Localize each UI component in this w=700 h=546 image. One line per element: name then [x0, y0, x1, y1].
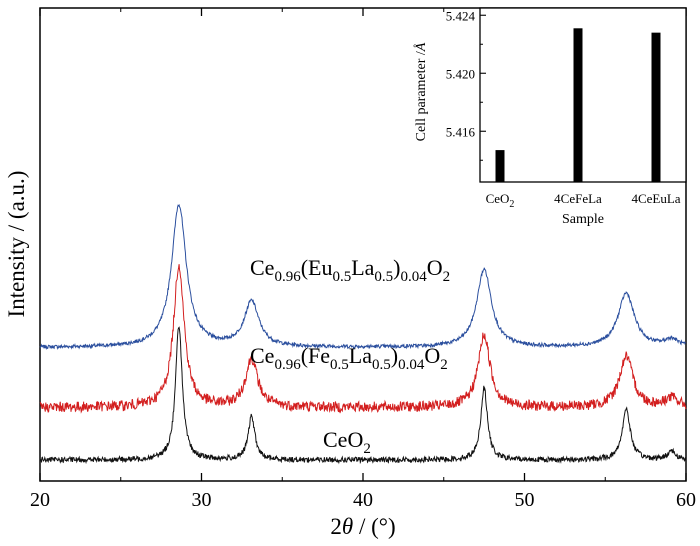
- inset-bar: [495, 150, 505, 182]
- inset-y-axis-ticks: 5.416 5.420 5.424: [446, 8, 486, 161]
- inset-bar: [573, 28, 583, 182]
- xrd-series-label-1: Ce0.96(Fe0.5La0.5)0.04O2: [250, 343, 448, 373]
- xrd-series-line-0: [39, 203, 686, 351]
- inset-x-axis-label: Sample: [562, 212, 604, 227]
- inset-category-label: 4CeEuLa: [631, 191, 680, 206]
- xrd-series-line-2: [39, 326, 687, 465]
- xrd-curves: [39, 203, 687, 465]
- inset-y-tick-label: 5.416: [446, 124, 476, 139]
- main-x-axis-ticks: 20 30 40 50 60: [30, 8, 696, 511]
- main-x-axis-label: 2θ / (°): [330, 514, 395, 539]
- inset-chart: 5.416 5.420 5.424 CeO2 4CeFeLa 4CeEuLa Sampl…: [413, 7, 687, 227]
- inset-y-tick-label: 5.420: [446, 66, 475, 81]
- main-x-tick-label: 60: [676, 489, 696, 511]
- main-x-tick-label: 20: [30, 489, 50, 511]
- xrd-series-label-0: Ce0.96(Eu0.5La0.5)0.04O2: [250, 255, 450, 285]
- xrd-curve-labels: Ce0.96(Eu0.5La0.5)0.04O2 Ce0.96(Fe0.5La0.…: [250, 255, 450, 457]
- inset-bar: [651, 32, 661, 183]
- xrd-series-label-2: CeO2: [323, 427, 371, 457]
- inset-category-label: 4CeFeLa: [554, 191, 602, 206]
- inset-category-labels: CeO2 4CeFeLa 4CeEuLa: [486, 191, 681, 210]
- xrd-series-line-1: [39, 264, 687, 414]
- inset-bars: [495, 28, 661, 183]
- main-y-axis-label: Intensity / (a.u.): [4, 171, 29, 318]
- inset-y-axis-label: Cell parameter /Å: [413, 42, 429, 141]
- inset-category-label: CeO2: [486, 191, 515, 210]
- main-x-tick-label: 40: [353, 489, 373, 511]
- main-x-tick-label: 50: [515, 489, 535, 511]
- inset-y-tick-label: 5.424: [446, 8, 476, 23]
- main-x-tick-label: 30: [192, 489, 212, 511]
